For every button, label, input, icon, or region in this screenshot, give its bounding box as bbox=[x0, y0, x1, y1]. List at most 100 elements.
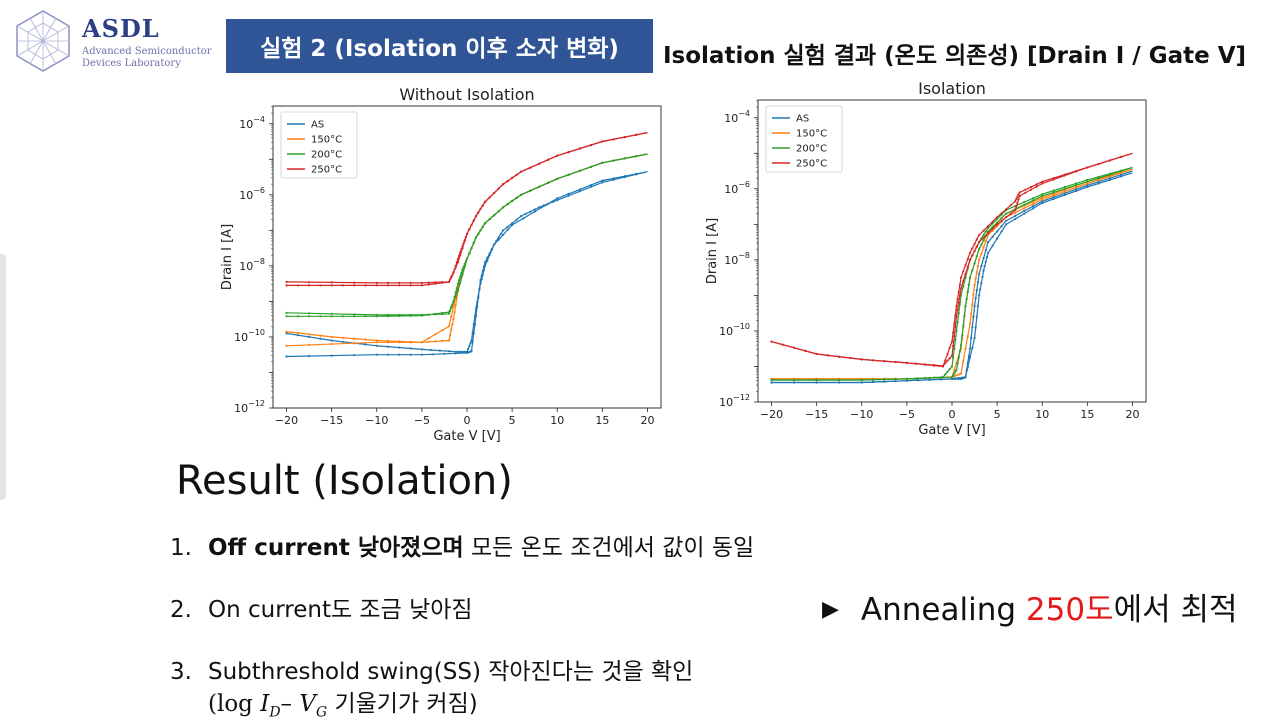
data-point bbox=[838, 378, 841, 382]
data-point bbox=[463, 239, 466, 242]
data-point bbox=[1075, 170, 1078, 173]
data-point bbox=[460, 248, 463, 251]
result-item-1-text: 모든 온도 조건에서 값이 동일 bbox=[463, 535, 755, 561]
data-point bbox=[1052, 191, 1055, 194]
data-point bbox=[793, 346, 796, 349]
data-point bbox=[470, 339, 473, 342]
data-point bbox=[950, 376, 954, 379]
data-point bbox=[353, 337, 356, 340]
data-point bbox=[1014, 209, 1017, 212]
data-point bbox=[976, 265, 979, 268]
data-point bbox=[1000, 217, 1003, 220]
data-point bbox=[468, 228, 471, 231]
data-point bbox=[375, 339, 378, 342]
data-point bbox=[479, 207, 482, 211]
data-point bbox=[770, 378, 773, 382]
data-point bbox=[409, 313, 412, 316]
legend-label: 150°C bbox=[796, 129, 827, 140]
y-tick-label: 10−10 bbox=[234, 328, 265, 344]
data-point bbox=[1041, 180, 1044, 183]
formula-rest: 기울기가 커짐) bbox=[327, 691, 478, 717]
data-point bbox=[1032, 202, 1035, 205]
data-point bbox=[308, 312, 311, 315]
data-point bbox=[453, 295, 456, 299]
data-point bbox=[502, 206, 505, 209]
data-point bbox=[957, 290, 960, 293]
data-point bbox=[815, 381, 818, 384]
data-point bbox=[464, 235, 467, 239]
data-point bbox=[502, 229, 505, 232]
data-point bbox=[551, 200, 554, 203]
data-point bbox=[472, 332, 475, 335]
data-point bbox=[1052, 194, 1055, 197]
data-point bbox=[1063, 190, 1066, 193]
result-title: Result (Isolation) bbox=[176, 458, 513, 504]
data-point bbox=[971, 303, 974, 306]
formula-v: V bbox=[299, 691, 316, 717]
x-tick-label: −5 bbox=[899, 408, 915, 421]
data-point bbox=[975, 238, 978, 241]
data-point bbox=[1108, 172, 1111, 175]
data-point bbox=[954, 370, 957, 373]
data-point bbox=[958, 294, 961, 297]
data-point bbox=[964, 273, 967, 276]
data-point bbox=[976, 305, 979, 308]
data-point bbox=[1005, 216, 1008, 219]
data-point bbox=[420, 313, 423, 316]
x-tick-label: 15 bbox=[1080, 408, 1094, 421]
data-point bbox=[547, 158, 550, 161]
data-point bbox=[375, 344, 378, 347]
data-point bbox=[458, 279, 461, 282]
data-point bbox=[1032, 205, 1035, 208]
data-point bbox=[353, 281, 356, 284]
data-point bbox=[455, 287, 458, 290]
x-tick-label: 5 bbox=[994, 408, 1001, 421]
data-point bbox=[957, 312, 960, 315]
data-point bbox=[449, 334, 452, 337]
data-point bbox=[982, 236, 985, 239]
x-tick-label: 20 bbox=[640, 414, 654, 427]
x-tick-label: −20 bbox=[275, 414, 298, 427]
data-point bbox=[538, 162, 541, 165]
data-point bbox=[467, 347, 470, 351]
data-point bbox=[330, 281, 333, 284]
data-point bbox=[1075, 189, 1078, 193]
data-point bbox=[815, 378, 818, 382]
data-point bbox=[991, 227, 994, 230]
data-point bbox=[982, 269, 985, 272]
data-point bbox=[1032, 207, 1035, 210]
data-point bbox=[974, 277, 977, 280]
data-point bbox=[285, 344, 288, 347]
data-point bbox=[493, 214, 496, 217]
data-point bbox=[991, 244, 994, 247]
data-point bbox=[578, 188, 581, 191]
data-point bbox=[1041, 201, 1044, 205]
data-point bbox=[987, 241, 990, 244]
data-point bbox=[465, 257, 469, 260]
data-point bbox=[567, 151, 570, 154]
data-point bbox=[983, 265, 986, 268]
data-point bbox=[860, 381, 863, 384]
data-point bbox=[1032, 199, 1035, 202]
data-point bbox=[952, 374, 955, 377]
data-point bbox=[471, 341, 474, 344]
data-point bbox=[957, 373, 960, 376]
data-point bbox=[454, 352, 457, 355]
x-tick-label: −10 bbox=[850, 408, 873, 421]
data-point bbox=[894, 380, 897, 383]
data-point bbox=[480, 274, 483, 277]
data-point bbox=[285, 315, 288, 318]
data-point bbox=[529, 189, 532, 192]
data-point bbox=[462, 242, 465, 245]
data-point bbox=[982, 239, 985, 242]
data-point bbox=[972, 315, 975, 318]
data-point bbox=[459, 281, 462, 284]
y-axis-label: Drain I [A] bbox=[705, 218, 720, 284]
data-point bbox=[965, 368, 968, 372]
data-point bbox=[285, 280, 288, 283]
data-point bbox=[978, 273, 981, 276]
data-point bbox=[464, 260, 467, 263]
data-point bbox=[520, 170, 523, 173]
data-point bbox=[477, 296, 480, 299]
data-point bbox=[1000, 219, 1003, 222]
